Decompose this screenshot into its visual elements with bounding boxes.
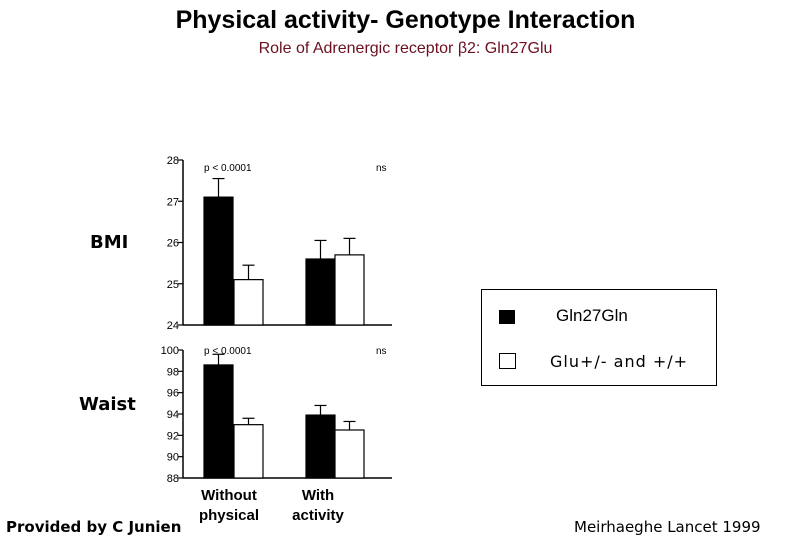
y-tick-label: 98 — [167, 366, 179, 378]
bar — [305, 258, 336, 326]
page-title: Physical activity- Genotype Interaction — [175, 6, 636, 34]
ns-annotation: ns — [376, 163, 387, 174]
y-tick-label: 100 — [161, 345, 179, 357]
y-tick-label: 94 — [167, 409, 179, 421]
bar — [203, 196, 234, 326]
y-tick-label: 88 — [167, 473, 179, 485]
bmi-row-label: BMI — [90, 232, 129, 253]
bar — [334, 429, 365, 479]
p-value-annotation: p < 0.0001 — [204, 163, 252, 174]
x-category-label: With — [302, 487, 334, 504]
bar — [334, 254, 365, 326]
y-tick-label: 28 — [167, 155, 179, 167]
y-tick-label: 96 — [167, 388, 179, 400]
y-tick-label: 24 — [167, 320, 179, 332]
ns-annotation: ns — [376, 346, 387, 357]
legend: Gln27Gln Glu+/- and +/+ — [481, 289, 717, 386]
y-tick-label: 26 — [167, 238, 179, 250]
p-value-annotation: p < 0.0001 — [204, 346, 252, 357]
bar — [233, 279, 264, 326]
y-tick-label: 27 — [167, 196, 179, 208]
bar — [203, 364, 234, 479]
x-category-label: activity — [292, 507, 344, 524]
bar — [305, 414, 336, 479]
legend-swatch-glu — [499, 353, 516, 369]
credit-right: Meirhaeghe Lancet 1999 — [574, 518, 761, 536]
y-tick-label: 92 — [167, 430, 179, 442]
waist-row-label: Waist — [79, 394, 136, 415]
legend-label-gln27gln: Gln27Gln — [556, 306, 628, 325]
legend-label-glu: Glu+/- and +/+ — [550, 352, 689, 371]
y-tick-label: 25 — [167, 279, 179, 291]
bar — [233, 424, 264, 479]
page-subtitle: Role of Adrenergic receptor β2: Gln27Glu — [258, 40, 553, 57]
legend-swatch-gln27gln — [499, 310, 515, 324]
x-category-label: physical — [199, 507, 259, 524]
x-category-label: Without — [201, 487, 257, 504]
y-tick-label: 90 — [167, 452, 179, 464]
credit-left: Provided by C Junien — [6, 518, 182, 536]
